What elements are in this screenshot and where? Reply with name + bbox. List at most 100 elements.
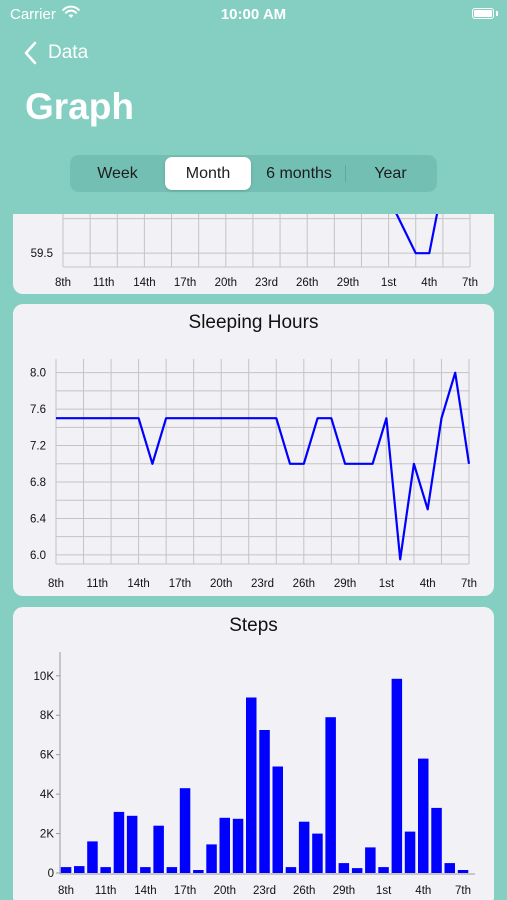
y-tick-label: 59.5 <box>31 248 53 260</box>
wifi-icon <box>62 5 80 18</box>
steps-bar <box>113 811 125 873</box>
y-tick-label: 6.0 <box>30 550 46 562</box>
y-tick-label: 2K <box>40 829 54 841</box>
page-title: Graph <box>25 86 134 127</box>
steps-title: Steps <box>229 615 278 636</box>
steps-bar <box>60 867 72 873</box>
battery-icon <box>472 8 494 19</box>
y-tick-label: 8K <box>40 710 54 722</box>
y-tick-label: 10K <box>34 671 55 683</box>
x-tick-label: 11th <box>93 277 115 289</box>
x-tick-label: 26th <box>293 885 315 897</box>
status-time: 10:00 AM <box>220 6 287 23</box>
steps-bar <box>378 867 389 873</box>
steps-bar <box>219 817 230 873</box>
x-tick-label: 11th <box>87 578 109 590</box>
x-tick-label: 7th <box>461 578 477 590</box>
x-tick-label: 14th <box>133 277 155 289</box>
y-tick-label: 6K <box>40 750 54 762</box>
y-tick-label: 6.8 <box>30 477 46 489</box>
x-tick-label: 1st <box>376 885 392 897</box>
steps-bar <box>140 867 151 873</box>
steps-bar-chart: 0 2K 4K 6K 8K 10K 8th 11th 14th 17th 20th 23rd 26th 2… <box>34 652 475 897</box>
x-tick-label: 7th <box>455 885 471 897</box>
steps-bar <box>418 758 429 873</box>
steps-bar <box>166 867 178 873</box>
status-bar: Carrier 10:00 AM <box>0 0 507 30</box>
series-line <box>395 214 439 255</box>
x-tick-label: 8th <box>55 277 71 289</box>
x-tick-label: 11th <box>95 885 117 897</box>
x-tick-label: 20th <box>214 885 236 897</box>
steps-bar <box>87 841 98 873</box>
x-tick-label: 20th <box>215 277 237 289</box>
steps-bar <box>206 844 217 873</box>
steps-bar <box>338 863 350 873</box>
steps-bar <box>100 867 111 873</box>
y-tick-label: 6.4 <box>30 513 47 525</box>
segment-month[interactable]: Month <box>165 157 251 190</box>
carrier-label: Carrier <box>10 6 56 23</box>
back-button[interactable]: Data <box>24 38 88 68</box>
steps-bar <box>431 807 442 873</box>
x-tick-label: 8th <box>48 578 64 590</box>
sleeping-hours-title: Sleeping Hours <box>188 312 319 333</box>
segment-week[interactable]: Week <box>97 165 138 182</box>
x-tick-label: 14th <box>127 578 149 590</box>
x-tick-label: 29th <box>333 885 355 897</box>
steps-bar <box>444 863 455 873</box>
steps-bar <box>325 717 336 873</box>
back-label: Data <box>48 42 89 63</box>
x-tick-label: 1st <box>381 277 397 289</box>
weight-chart-card: 59.5 60.0 8th 11th 14th 17th 20th 23rd 26th 29th 1… <box>13 214 494 294</box>
steps-bar <box>404 831 416 873</box>
charts-scroll-view[interactable]: 59.5 60.0 8th 11th 14th 17th 20th 23rd 26th 29th 1… <box>0 214 507 900</box>
y-tick-label: 4K <box>40 789 54 801</box>
period-segmented-control: Week Month 6 months Year <box>70 155 437 192</box>
x-tick-label: 1st <box>379 578 395 590</box>
series-line <box>56 371 471 561</box>
x-tick-label: 8th <box>58 885 74 897</box>
steps-bar <box>126 815 138 873</box>
x-tick-label: 23rd <box>255 277 278 289</box>
x-tick-label: 29th <box>337 277 359 289</box>
steps-bar <box>179 788 191 873</box>
y-tick-label: 7.2 <box>30 441 46 453</box>
x-tick-label: 23rd <box>253 885 276 897</box>
sleeping-hours-line-chart: 6.0 6.4 6.8 7.2 7.6 8.0 8th 11th 14th 17th 20th 23r… <box>30 359 477 590</box>
steps-bar <box>365 847 376 873</box>
sleeping-hours-card: Sleeping Hours 6.0 6.4 6.8 7.2 7.6 8.0 8th 11th… <box>13 304 494 596</box>
y-tick-label: 0 <box>48 868 54 880</box>
x-tick-label: 17th <box>169 578 191 590</box>
steps-bar <box>391 678 403 873</box>
steps-bar <box>74 866 85 873</box>
steps-bar <box>457 870 469 873</box>
x-tick-label: 26th <box>296 277 318 289</box>
steps-bar <box>285 867 297 873</box>
x-tick-label: 17th <box>174 277 196 289</box>
steps-bar <box>246 697 257 873</box>
steps-bar <box>312 833 323 873</box>
steps-bar <box>351 868 363 873</box>
steps-bar <box>153 825 164 873</box>
x-tick-label: 4th <box>421 277 437 289</box>
x-tick-label: 7th <box>462 277 478 289</box>
y-tick-label: 8.0 <box>30 368 46 380</box>
steps-bar <box>259 730 270 873</box>
x-tick-label: 4th <box>420 578 436 590</box>
steps-bar <box>272 766 283 873</box>
steps-card: Steps 0 2K 4K 6K 8K 10K 8th 11th 14th 17th 20th 23r… <box>13 607 494 900</box>
x-tick-label: 4th <box>415 885 431 897</box>
steps-bar <box>193 870 204 873</box>
x-tick-label: 17th <box>174 885 196 897</box>
y-tick-label: 7.6 <box>30 404 46 416</box>
x-tick-label: 23rd <box>251 578 274 590</box>
chevron-left-icon <box>24 41 37 65</box>
steps-bar <box>298 821 310 873</box>
segment-6-months[interactable]: 6 months <box>266 165 332 182</box>
x-tick-label: 29th <box>334 578 356 590</box>
segment-year[interactable]: Year <box>374 165 407 182</box>
x-tick-label: 14th <box>134 885 156 897</box>
steps-bar <box>232 818 244 873</box>
